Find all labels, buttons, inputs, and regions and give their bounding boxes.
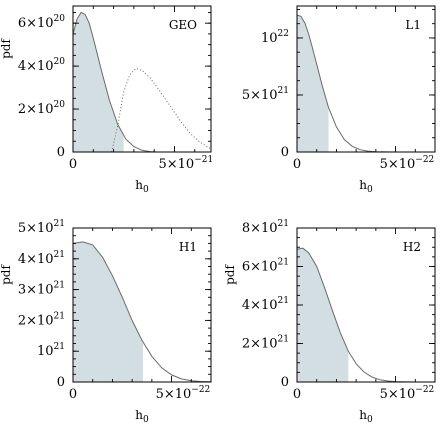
x-axis-label-subscript: 0: [143, 185, 149, 195]
shaded-credible-region: [73, 12, 124, 153]
panel-label: GEO: [169, 18, 197, 32]
panel-label: H1: [179, 240, 197, 254]
y-tick-exponent: 21: [278, 258, 289, 268]
x-axis-label-subscript: 0: [367, 415, 373, 425]
x-tick-label: 5×10−22: [380, 385, 435, 402]
y-tick-exponent: 21: [278, 219, 289, 229]
y-tick-exponent: 21: [54, 342, 65, 352]
panel-h1: 0 5×10−22 0 1021 2×1021 3×1021 4×1021 5×1021 H1 h…: [0, 219, 212, 425]
y-tick-label: 4×1021: [242, 296, 289, 313]
y-tick-exponent: 20: [54, 57, 66, 67]
y-axis-label: pdf: [0, 38, 13, 59]
y-tick-label: 6×1020: [18, 14, 65, 31]
y-tick-label: 3×1021: [18, 281, 65, 298]
y-tick-exponent: 21: [54, 219, 65, 229]
y-tick-label: 5×1021: [18, 219, 65, 236]
x-tick-label: 0: [69, 387, 77, 402]
x-tick-exponent: −21: [194, 155, 213, 165]
panel-geo: 0 5×10−21 0 2×1020 4×1020 6×1020 GEO h0 pdf: [0, 5, 213, 195]
y-tick-label: 2×1020: [18, 100, 65, 117]
x-tick-label: 5×10−21: [158, 155, 213, 172]
y-tick-exponent: 21: [278, 86, 289, 96]
x-axis-label: h0: [359, 408, 373, 425]
shaded-credible-region: [297, 248, 349, 382]
y-tick-label: 0: [281, 145, 289, 160]
y-tick-label: 1021: [37, 342, 65, 359]
y-tick-label: 0: [57, 145, 65, 160]
plot-frame: [296, 5, 436, 153]
y-tick-label: 0: [57, 375, 65, 390]
panel-label: L1: [405, 18, 421, 32]
x-tick-exponent: −22: [415, 155, 434, 165]
y-tick-label: 2×1021: [18, 311, 65, 328]
y-tick-exponent: 20: [54, 100, 66, 110]
y-tick-exponent: 21: [278, 335, 289, 345]
x-tick-label: 0: [293, 387, 301, 402]
panel-h2: 0 5×10−22 0 2×1021 4×1021 6×1021 8×1021 H2 h0 pdf: [223, 219, 436, 425]
x-axis-label: h0: [359, 178, 373, 195]
prior-curve: [111, 67, 212, 153]
posterior-curve: [72, 11, 159, 153]
y-tick-label: 0: [281, 375, 289, 390]
x-tick-exponent: −22: [415, 385, 434, 395]
shaded-credible-region: [297, 15, 329, 152]
y-tick-label: 8×1021: [242, 219, 289, 236]
y-tick-label: 2×1021: [242, 335, 289, 352]
y-tick-label: 4×1020: [18, 57, 65, 74]
y-tick-label: 6×1021: [242, 258, 289, 275]
y-tick-label: 4×1021: [18, 250, 65, 267]
x-axis-label: h0: [135, 178, 149, 195]
panel-label: H2: [403, 240, 421, 254]
x-tick-label: 0: [293, 157, 301, 172]
x-axis-label-subscript: 0: [367, 185, 373, 195]
x-axis-label-subscript: 0: [143, 415, 149, 425]
y-tick-exponent: 21: [54, 281, 65, 291]
posterior-curve: [72, 241, 212, 383]
posterior-curve: [296, 247, 416, 383]
panel-l1: 0 5×10−22 0 5×1021 1022 L1 h0: [242, 5, 436, 195]
x-axis-label: h0: [135, 408, 149, 425]
shaded-credible-region: [73, 241, 143, 382]
x-tick-exponent: −22: [191, 385, 210, 395]
y-tick-exponent: 21: [54, 311, 65, 321]
x-tick-label: 5×10−22: [380, 155, 435, 172]
y-tick-exponent: 21: [54, 250, 65, 260]
y-tick-exponent: 22: [278, 29, 289, 39]
x-tick-label: 5×10−22: [156, 385, 211, 402]
plot-frame: [72, 5, 212, 153]
y-tick-label: 5×1021: [242, 86, 289, 103]
y-axis-label: pdf: [223, 264, 237, 285]
x-tick-label: 0: [69, 157, 77, 172]
y-tick-exponent: 21: [278, 296, 289, 306]
y-axis-label: pdf: [0, 264, 13, 285]
y-tick-exponent: 20: [54, 14, 66, 24]
y-tick-label: 1022: [261, 29, 289, 46]
